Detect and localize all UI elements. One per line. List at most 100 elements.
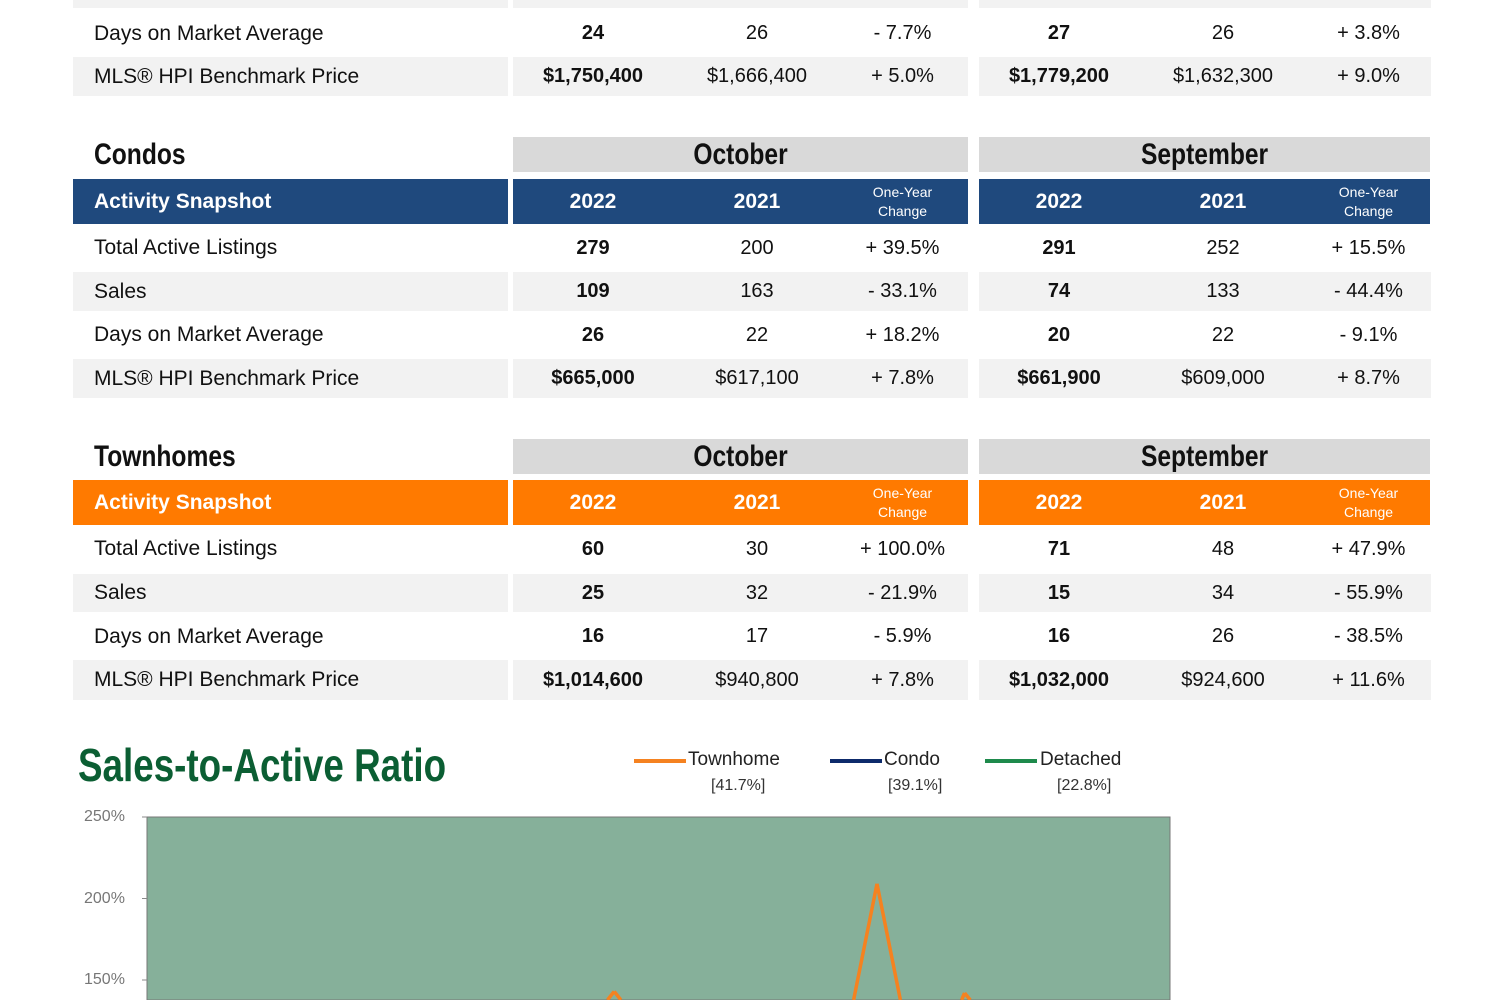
year-header: 2022 [1035, 490, 1083, 514]
row-background [979, 660, 1431, 700]
series-line-townhome [606, 883, 972, 1000]
y-tick-label: 250% [84, 808, 125, 825]
oct-value-cell: + 39.5% [865, 236, 940, 259]
y-tick-label: 150% [84, 971, 125, 988]
legend-label: Detached [1040, 749, 1122, 770]
header-band [513, 179, 968, 224]
oct-value-cell: 279 [576, 236, 610, 259]
row-label: Sales [94, 581, 147, 604]
oct-value-cell: + 18.2% [865, 323, 940, 346]
row-background [979, 272, 1431, 311]
oct-value-cell: $1,666,400 [706, 65, 808, 87]
legend-current-value: [22.8%] [1057, 777, 1112, 794]
oct-value-cell: $1,750,400 [542, 65, 644, 87]
oct-value-cell: - 33.1% [868, 280, 937, 302]
sep-value-cell: 26 [1211, 22, 1235, 44]
oct-value-cell: - 7.7% [873, 22, 932, 44]
oct-value-cell: 30 [745, 537, 769, 560]
sep-value-cell: $661,900 [1017, 367, 1101, 389]
year-header: 2021 [1199, 189, 1247, 213]
sep-value-cell: + 11.6% [1332, 668, 1405, 691]
change-label: One-Year [872, 484, 933, 501]
sep-value-cell: - 9.1% [1339, 323, 1398, 346]
sep-value-cell: $1,632,300 [1172, 65, 1274, 87]
year-header: 2021 [733, 189, 781, 213]
row-label: Days on Market Average [94, 323, 324, 346]
month-label: October [693, 137, 788, 171]
oct-value-cell: 200 [740, 236, 774, 259]
change-label: One-Year [1338, 484, 1399, 501]
legend-label: Condo [884, 749, 940, 770]
legend-swatch [830, 759, 882, 763]
sep-value-cell: 252 [1206, 236, 1240, 259]
year-header: 2022 [569, 490, 617, 514]
month-label: September [1140, 439, 1269, 473]
row-background [513, 660, 968, 700]
oct-value-cell: 26 [745, 22, 769, 44]
oct-value-cell: 60 [581, 537, 605, 560]
sep-value-cell: 26 [1211, 625, 1235, 647]
legend-label: Townhome [688, 749, 780, 770]
chart-title: Sales-to-Active Ratio [78, 739, 447, 791]
oct-value-cell: + 100.0% [859, 537, 946, 560]
plot-area [146, 816, 1171, 1000]
sep-value-cell: 34 [1211, 581, 1235, 604]
row-background [73, 660, 508, 700]
change-label: Change [1343, 503, 1394, 520]
oct-value-cell: 163 [740, 280, 774, 302]
sep-value-cell: $609,000 [1181, 367, 1265, 389]
oct-value-cell: 16 [581, 625, 605, 647]
change-label: Change [877, 202, 928, 219]
section-title: Townhomes [94, 439, 236, 473]
legend-swatch [634, 759, 686, 763]
change-header: One-Year Change [837, 179, 968, 224]
row-background [979, 57, 1431, 96]
row-background [513, 359, 968, 398]
legend-current-value: [41.7%] [711, 777, 766, 794]
header-band [979, 480, 1430, 525]
row-background [979, 0, 1431, 8]
sep-value-cell: 15 [1047, 581, 1071, 604]
year-header: 2022 [569, 189, 617, 213]
oct-value-cell: + 5.0% [871, 65, 934, 87]
activity-snapshot-header: Activity Snapshot [73, 179, 508, 224]
y-tick-label: 200% [84, 890, 125, 907]
change-header: One-Year Change [1303, 179, 1434, 224]
change-label: One-Year [872, 183, 933, 200]
row-background [73, 57, 508, 96]
row-label: Total Active Listings [94, 236, 278, 259]
sep-value-cell: 48 [1211, 537, 1235, 560]
sep-value-cell: 16 [1047, 625, 1071, 647]
change-header: One-Year Change [837, 480, 968, 525]
sep-value-cell: 74 [1047, 280, 1071, 302]
sep-value-cell: - 55.9% [1334, 581, 1403, 604]
oct-value-cell: 24 [581, 22, 605, 44]
oct-value-cell: 22 [745, 323, 769, 346]
sep-value-cell: - 44.4% [1334, 280, 1403, 302]
oct-value-cell: 17 [745, 625, 769, 647]
row-label: Days on Market Average [94, 624, 324, 648]
row-label: MLS® HPI Benchmark Price [94, 668, 360, 691]
change-label: One-Year [1338, 183, 1399, 200]
oct-value-cell: 109 [576, 280, 610, 302]
row-background [73, 0, 508, 8]
row-label: MLS® HPI Benchmark Price [94, 64, 360, 88]
oct-value-cell: - 5.9% [873, 625, 932, 647]
oct-value-cell: + 7.8% [871, 367, 934, 389]
legend-swatch [985, 759, 1037, 763]
sep-value-cell: 22 [1211, 323, 1235, 346]
change-label: Change [877, 503, 928, 520]
year-header: 2022 [1035, 189, 1083, 213]
row-label: Days on Market Average [94, 21, 324, 45]
month-label: September [1140, 137, 1269, 171]
row-background [73, 359, 508, 398]
row-background [73, 272, 508, 311]
change-label: Change [1343, 202, 1394, 219]
sep-value-cell: $1,032,000 [1008, 668, 1110, 691]
sep-value-cell: $924,600 [1181, 668, 1265, 691]
section-title: Condos [94, 137, 186, 171]
change-header: One-Year Change [1303, 480, 1434, 525]
sep-value-cell: $1,779,200 [1008, 65, 1110, 87]
sep-value-cell: 291 [1042, 236, 1076, 259]
